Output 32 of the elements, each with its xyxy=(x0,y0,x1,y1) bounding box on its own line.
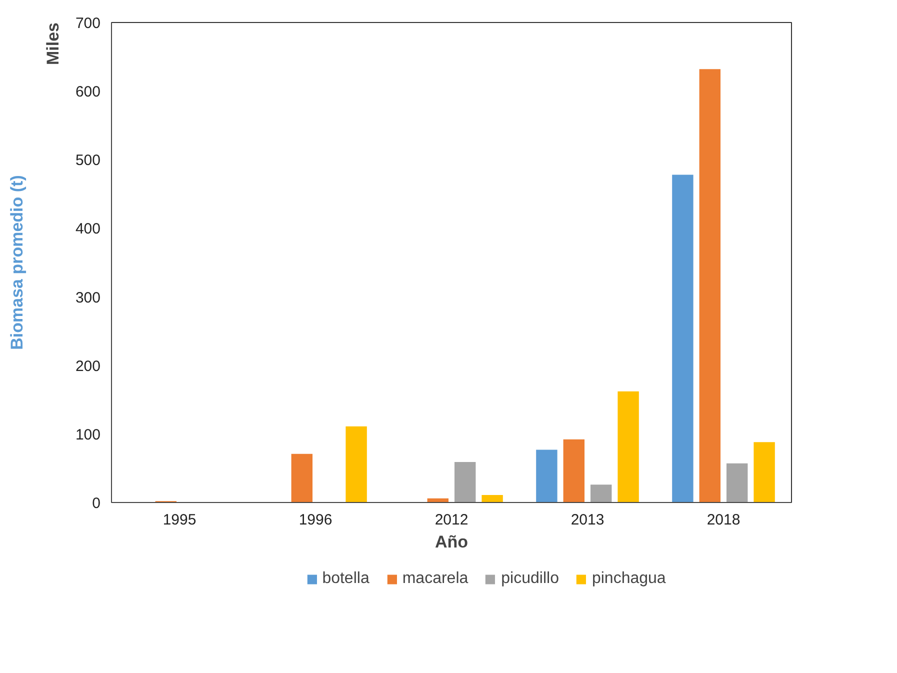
y-tick-label: 700 xyxy=(75,15,101,32)
bar xyxy=(454,462,476,502)
y-axis-title: Biomasa promedio (t) xyxy=(8,175,26,350)
bar xyxy=(726,463,748,502)
text: Miles xyxy=(44,22,62,66)
bar xyxy=(536,450,558,502)
x-tick-label: 2018 xyxy=(706,512,740,528)
y-tick-label: 100 xyxy=(75,426,101,444)
x-axis-title: Año xyxy=(434,532,468,552)
bar xyxy=(482,494,503,502)
bar xyxy=(346,426,367,502)
bar xyxy=(699,69,721,502)
legend-label: picudillo xyxy=(501,570,559,588)
y-tick-label: 300 xyxy=(75,289,101,306)
legend-label: pinchagua xyxy=(592,570,666,588)
y-tick-label: 600 xyxy=(75,84,101,101)
x-tick-label: 2012 xyxy=(434,512,468,528)
legend-label: macarela xyxy=(402,570,468,588)
y-tick-label: 400 xyxy=(75,220,101,238)
x-tick-label: 1995 xyxy=(162,512,196,528)
x-tick-label: 2013 xyxy=(570,512,604,528)
y-tick-label: 500 xyxy=(75,152,101,170)
y-tick-label: 0 xyxy=(92,495,100,512)
bar xyxy=(754,442,775,502)
bar xyxy=(618,391,639,502)
bar xyxy=(563,439,585,502)
x-tick-label: 1996 xyxy=(298,512,332,528)
bar xyxy=(672,174,694,502)
y-tick-label: 200 xyxy=(75,358,101,375)
legend-label: botella xyxy=(322,570,370,588)
bar xyxy=(590,484,612,502)
bar xyxy=(291,454,313,502)
